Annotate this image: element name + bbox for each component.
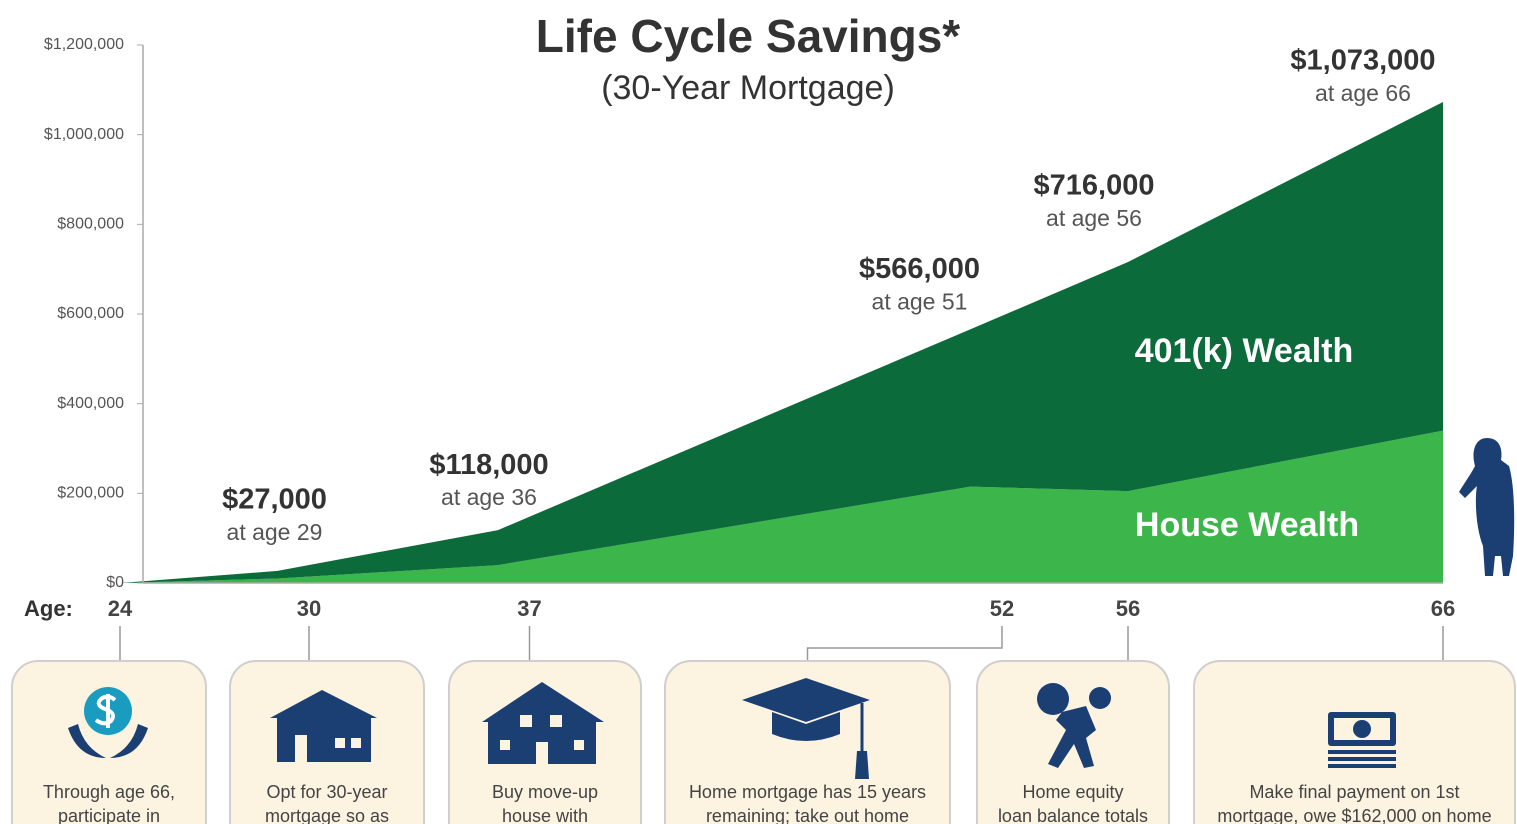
milestone-text: house with [502, 806, 588, 824]
milestone-text: mortgage, owe $162,000 on home [1217, 806, 1491, 824]
page: Life Cycle Savings* (30-Year Mortgage) A… [0, 0, 1517, 824]
icon-cash [1328, 712, 1396, 766]
x-axis-label: Age: [24, 596, 73, 621]
milestone-text: Home equity [1022, 782, 1123, 802]
retiree-icon [1459, 438, 1514, 576]
annotation-value: $716,000 [1034, 170, 1155, 202]
milestone-text: Through age 66, [43, 782, 175, 802]
chart-subtitle: (30-Year Mortgage) [601, 69, 895, 107]
y-tick-label: $1,000,000 [44, 126, 124, 143]
milestone-text: remaining; take out home [706, 806, 909, 824]
x-tick-label: 24 [108, 596, 133, 621]
annotation-value: $1,073,000 [1290, 45, 1435, 77]
milestone-text: Buy move-up [492, 782, 598, 802]
chart: Life Cycle Savings* (30-Year Mortgage) A… [0, 0, 1517, 824]
y-tick-label: $800,000 [57, 216, 124, 233]
milestone-text: Make final payment on 1st [1249, 782, 1459, 802]
annotation-note: at age 29 [227, 519, 323, 545]
milestone-boxes: Through age 66, participate in Opt for 30-… [12, 661, 1515, 824]
series-label: 401(k) Wealth [1135, 332, 1354, 370]
annotation-value: $566,000 [859, 253, 980, 285]
annotation-note: at age 56 [1046, 205, 1142, 231]
milestone-text: loan balance totals [998, 806, 1148, 824]
y-tick-label: $1,200,000 [44, 36, 124, 53]
series-label: House Wealth [1135, 506, 1359, 544]
x-tick-label: 56 [1116, 596, 1140, 621]
annotation-value: $118,000 [429, 449, 548, 481]
annotation-note: at age 36 [441, 484, 537, 510]
x-tick-label: 66 [1431, 596, 1455, 621]
y-tick-label: $0 [106, 574, 124, 591]
milestone-text: participate in [58, 806, 160, 824]
chart-title: Life Cycle Savings* [536, 10, 960, 62]
annotation-value: $27,000 [222, 484, 327, 516]
annotation-note: at age 66 [1315, 80, 1411, 106]
y-tick-label: $600,000 [57, 305, 124, 322]
x-tick-label: 52 [990, 596, 1014, 621]
x-tick-label: 37 [517, 596, 541, 621]
x-tick [808, 626, 1003, 661]
y-tick-label: $200,000 [57, 485, 124, 502]
plot: House Wealth 401(k) Wealth $0 $200,000 $400,… [44, 36, 1455, 661]
milestone-text: mortgage so as [265, 806, 389, 824]
y-tick-label: $400,000 [57, 395, 124, 412]
milestone-text: Home mortgage has 15 years [689, 782, 926, 802]
x-tick-label: 30 [297, 596, 321, 621]
annotation-note: at age 51 [872, 288, 968, 314]
milestone-text: Opt for 30-year [266, 782, 387, 802]
